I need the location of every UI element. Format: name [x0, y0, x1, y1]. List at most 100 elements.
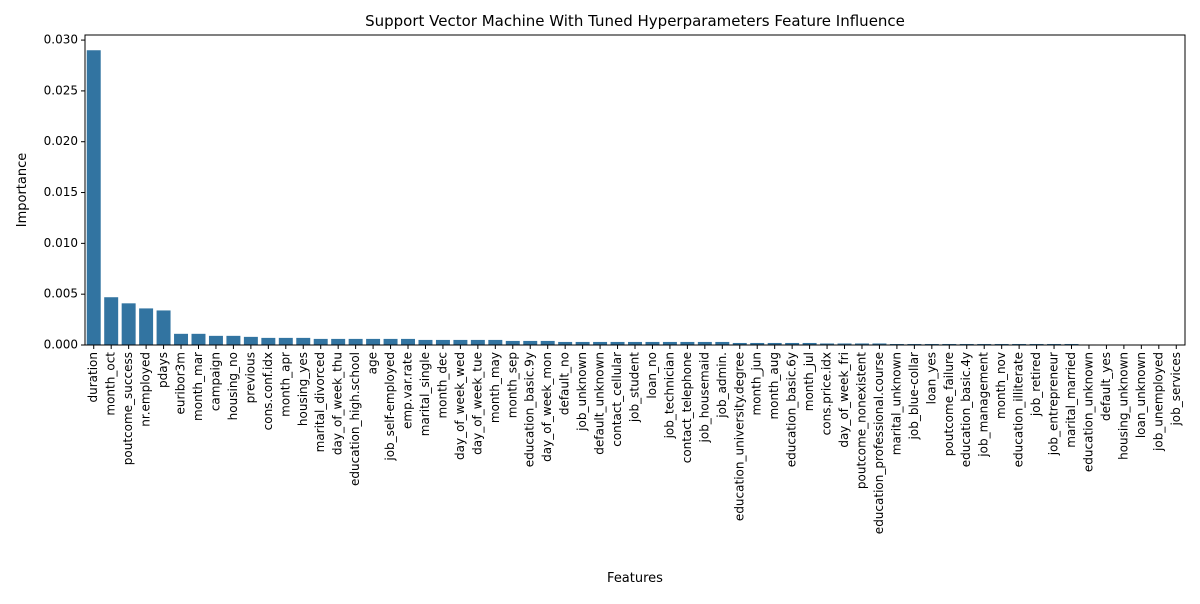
- x-tick-label: month_may: [488, 352, 502, 423]
- bar-day_of_week_thu: [331, 339, 345, 345]
- bar-month_mar: [192, 334, 206, 345]
- bar-education_basic.9y: [523, 341, 537, 345]
- x-tick-label: nr.employed: [139, 352, 153, 427]
- x-tick-label: loan_unknown: [1134, 352, 1148, 438]
- bar-marital_single: [418, 340, 432, 345]
- x-tick-label: contact_cellular: [610, 352, 624, 447]
- x-tick-label: poutcome_success: [121, 352, 135, 465]
- x-tick-label: marital_divorced: [313, 352, 327, 452]
- x-tick-label: month_mar: [191, 352, 205, 421]
- x-tick-label: housing_no: [226, 352, 240, 420]
- bar-month_dec: [436, 340, 450, 345]
- bar-day_of_week_wed: [453, 340, 467, 345]
- x-tick-label: job_unknown: [575, 352, 589, 432]
- chart-title: Support Vector Machine With Tuned Hyperp…: [365, 12, 905, 30]
- y-tick-label: 0.030: [44, 33, 78, 47]
- bar-duration: [87, 50, 101, 345]
- y-tick-label: 0.025: [44, 83, 78, 97]
- x-tick-label: day_of_week_fri: [837, 352, 851, 448]
- y-tick-label: 0.010: [44, 236, 78, 250]
- plot-frame: [85, 35, 1185, 345]
- x-tick-label: education_professional.course: [872, 352, 886, 534]
- x-tick-label: month_dec: [435, 352, 449, 419]
- x-tick-label: education_basic.4y: [959, 352, 973, 467]
- x-tick-label: pdays: [156, 352, 170, 388]
- x-tick-label: education_basic.6y: [785, 352, 799, 467]
- x-tick-label: month_jun: [750, 352, 764, 416]
- x-tick-label: cons.conf.idx: [261, 352, 275, 430]
- y-tick-label: 0.005: [44, 287, 78, 301]
- x-tick-label: day_of_week_wed: [453, 352, 467, 460]
- x-tick-label: education_high.school: [348, 352, 362, 486]
- x-tick-label: marital_single: [418, 352, 432, 436]
- x-tick-label: marital_unknown: [889, 352, 903, 455]
- x-tick-label: job_management: [977, 352, 991, 458]
- bar-pdays: [157, 310, 171, 345]
- x-tick-label: poutcome_failure: [942, 352, 956, 456]
- bar-job_self-employed: [384, 339, 398, 345]
- x-tick-label: job_blue-collar: [907, 352, 921, 441]
- bar-housing_no: [226, 336, 240, 345]
- x-tick-label: campaign: [208, 352, 222, 411]
- x-tick-label: month_aug: [767, 352, 781, 420]
- x-tick-label: month_nov: [994, 352, 1008, 419]
- bar-month_apr: [279, 338, 293, 345]
- x-tick-label: emp.var.rate: [401, 352, 415, 429]
- x-tick-label: education_university.degree: [732, 352, 746, 521]
- x-tick-label: contact_telephone: [680, 352, 694, 463]
- bar-emp.var.rate: [401, 339, 415, 345]
- x-tick-label: job_entrepreneur: [1047, 352, 1061, 456]
- x-tick-label: month_oct: [104, 352, 118, 416]
- x-tick-label: default_no: [558, 352, 572, 415]
- x-tick-label: loan_yes: [924, 352, 938, 404]
- x-tick-label: month_jul: [802, 352, 816, 411]
- bar-age: [366, 339, 380, 345]
- y-tick-label: 0.015: [44, 185, 78, 199]
- bar-previous: [244, 337, 258, 345]
- x-tick-label: job_housemaid: [697, 352, 711, 443]
- x-tick-label: education_illiterate: [1012, 352, 1026, 467]
- x-tick-label: day_of_week_thu: [331, 352, 345, 455]
- x-tick-label: housing_unknown: [1116, 352, 1130, 460]
- bars-group: [87, 50, 1166, 345]
- bar-month_may: [488, 340, 502, 345]
- bar-marital_divorced: [314, 339, 328, 345]
- x-tick-label: default_yes: [1099, 352, 1113, 421]
- x-tick-label: loan_no: [645, 352, 659, 399]
- x-tick-label: education_unknown: [1081, 352, 1095, 472]
- bar-day_of_week_tue: [471, 340, 485, 345]
- y-tick-label: 0.000: [44, 338, 78, 352]
- bar-housing_yes: [296, 338, 310, 345]
- bar-month_sep: [506, 341, 520, 345]
- y-tick-label: 0.020: [44, 134, 78, 148]
- x-tick-label: day_of_week_tue: [470, 352, 484, 455]
- x-tick-label: cons.price.idx: [820, 352, 834, 435]
- x-tick-label: poutcome_nonexistent: [854, 352, 868, 489]
- y-axis: 0.000 0.005 0.010 0.015 0.020 0.025 0.030: [44, 33, 85, 352]
- x-tick-label: education_basic.9y: [523, 352, 537, 467]
- x-tick-label: job_technician: [662, 352, 676, 439]
- x-tick-label: month_apr: [278, 352, 292, 417]
- x-tick-label: duration: [86, 352, 100, 403]
- x-tick-label: month_sep: [505, 352, 519, 418]
- bar-poutcome_success: [122, 303, 136, 345]
- x-tick-label: default_unknown: [593, 352, 607, 455]
- bar-campaign: [209, 336, 223, 345]
- bar-nr.employed: [139, 308, 153, 345]
- x-tick-label: job_self-employed: [383, 352, 397, 462]
- x-tick-label: euribor3m: [174, 352, 188, 414]
- x-tick-label: job_services: [1169, 352, 1183, 427]
- x-tick-label: job_admin.: [715, 352, 729, 419]
- x-axis-label: Features: [607, 571, 663, 586]
- x-tick-label: job_student: [628, 352, 642, 423]
- bar-education_high.school: [349, 339, 363, 345]
- x-tick-label: day_of_week_mon: [540, 352, 554, 462]
- x-tick-label: job_unemployed: [1151, 352, 1165, 452]
- x-tick-label: housing_yes: [296, 352, 310, 426]
- bar-month_oct: [104, 297, 118, 345]
- y-axis-label: Importance: [15, 153, 30, 228]
- bar-euribor3m: [174, 334, 188, 345]
